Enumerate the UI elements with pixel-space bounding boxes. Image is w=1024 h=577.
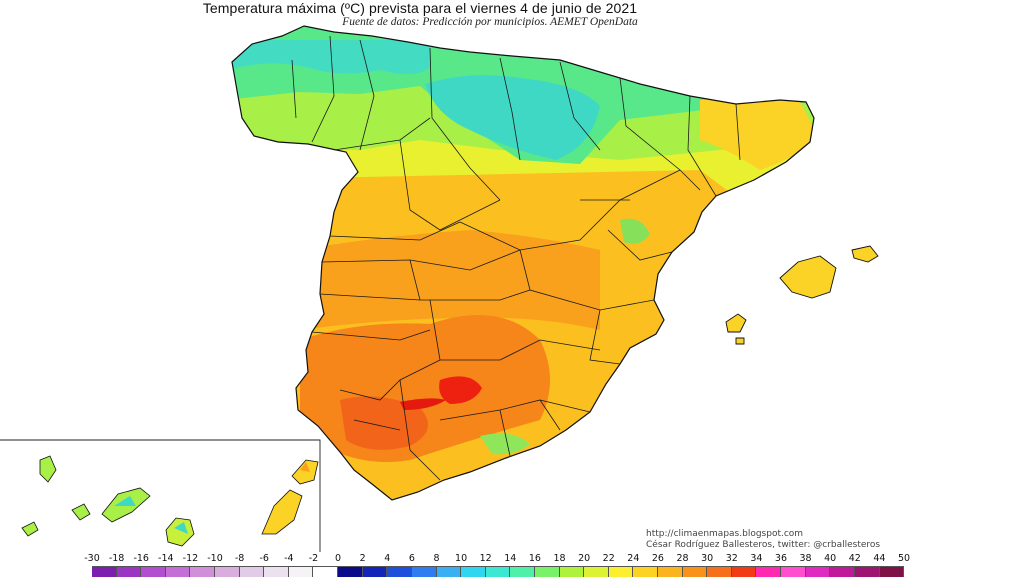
legend-tick-label: 12: [479, 553, 492, 564]
legend-swatch: [190, 567, 216, 577]
legend-color-bar: [92, 566, 905, 577]
legend-tick-label: 16: [528, 553, 541, 564]
legend-tick-label: -12: [182, 553, 199, 564]
legend-swatch: [805, 567, 831, 577]
coastline: [231, 25, 815, 501]
legend-swatch: [731, 567, 757, 577]
legend-swatch: [510, 567, 535, 577]
legend-swatch: [264, 567, 289, 577]
legend-swatch: [165, 567, 191, 577]
legend-tick-label: 24: [627, 553, 640, 564]
legend-tick-label: 18: [553, 553, 566, 564]
legend-tick-label: 34: [750, 553, 763, 564]
legend-tick-label: -14: [158, 553, 174, 564]
legend-tick-label: -2: [308, 553, 319, 564]
legend-tick-label: 40: [824, 553, 837, 564]
legend-tick-label: 42: [848, 553, 861, 564]
legend-swatch: [879, 567, 905, 577]
legend-tick-label: -6: [259, 553, 269, 564]
canary-islands-inset: [0, 439, 321, 552]
legend-tick-label: 4: [384, 553, 391, 564]
legend-swatch: [92, 567, 117, 577]
legend-tick-label: 0: [335, 553, 342, 564]
legend-swatch: [485, 567, 511, 577]
legend-swatch: [756, 567, 782, 577]
legend-swatch: [288, 567, 314, 577]
legend-swatch: [239, 567, 265, 577]
legend-tick-label: 6: [408, 553, 415, 564]
legend-swatch: [215, 567, 240, 577]
credits-url: http://climaenmapas.blogspot.com: [646, 529, 804, 539]
legend-swatch: [313, 567, 339, 577]
legend-swatch: [781, 567, 806, 577]
legend-swatch: [338, 567, 363, 577]
legend-swatch: [830, 567, 855, 577]
peninsula: [232, 26, 814, 500]
legend-tick-label: 2: [359, 553, 366, 564]
legend-tick-label: 50: [897, 553, 911, 564]
legend-tick-label: 10: [455, 553, 468, 564]
legend-swatch: [362, 567, 388, 577]
legend-swatch: [461, 567, 486, 577]
legend-tick-label: 8: [433, 553, 440, 564]
map-subtitle: Fuente de datos: Predicción por municipi…: [342, 16, 638, 28]
legend-swatch: [682, 567, 708, 577]
legend-tick-label: -16: [133, 553, 149, 564]
legend-swatch: [436, 567, 462, 577]
legend-tick-label: 28: [676, 553, 689, 564]
legend-tick-label: 20: [578, 553, 591, 564]
legend-swatch: [707, 567, 732, 577]
legend-tick-label: -8: [234, 553, 245, 564]
legend-tick-label: 44: [873, 553, 886, 564]
credits: http://climaenmapas.blogspot.com César R…: [646, 529, 880, 551]
credits-author: César Rodríguez Ballesteros, twitter: @c…: [646, 540, 881, 550]
legend-tick-label: 38: [799, 553, 812, 564]
legend-swatch: [411, 567, 437, 577]
map-title: Temperatura máxima (ºC) prevista para el…: [202, 0, 638, 16]
legend-swatch: [387, 567, 412, 577]
legend-tick-label: -18: [108, 553, 125, 564]
legend-tick-label: 26: [651, 553, 664, 564]
legend-swatch: [534, 567, 560, 577]
legend-tick-label: -4: [284, 553, 294, 564]
legend-tick-label: -10: [207, 553, 223, 564]
legend-tick-label: 32: [725, 553, 738, 564]
legend-swatch: [141, 567, 166, 577]
legend-tick-label: 30: [701, 553, 714, 564]
legend-swatch: [658, 567, 683, 577]
legend-tick-label: -30: [84, 553, 100, 564]
legend-tick-label: 22: [602, 553, 615, 564]
legend-tick-label: 14: [504, 553, 517, 564]
legend-swatch: [854, 567, 880, 577]
legend-swatch: [633, 567, 659, 577]
legend-tick-label: 36: [774, 553, 788, 564]
legend-swatch: [116, 567, 142, 577]
legend-swatch: [584, 567, 609, 577]
province-borders: [291, 35, 741, 481]
legend-labels: -30 -18 -16 -14 -12 -10 -8 -6 -4 -2 0 2 4 6 8 10 12 14 16 1…: [0, 553, 1024, 565]
legend-swatch: [608, 567, 634, 577]
balearic-islands: [725, 245, 879, 345]
legend-swatch: [559, 567, 585, 577]
